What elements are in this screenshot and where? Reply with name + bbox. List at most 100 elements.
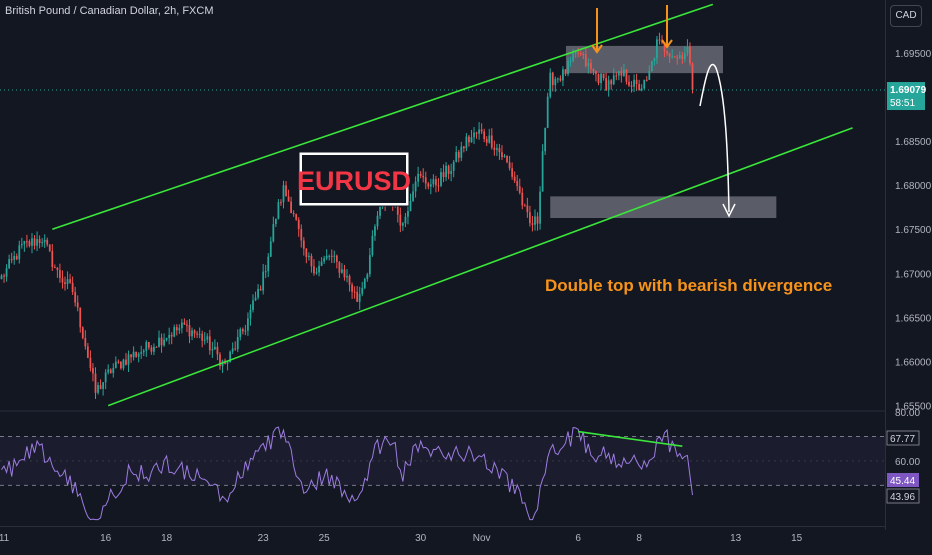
candle-body bbox=[650, 61, 653, 72]
candle-body bbox=[13, 256, 16, 260]
candle-body bbox=[254, 297, 257, 301]
candle-body bbox=[53, 267, 56, 269]
candle-body bbox=[584, 54, 587, 67]
candle-body bbox=[368, 255, 371, 275]
candle-body bbox=[549, 72, 552, 97]
projection-arrow bbox=[699, 63, 730, 213]
x-tick-label: 18 bbox=[161, 533, 173, 544]
candle-body bbox=[671, 56, 674, 58]
candle-body bbox=[691, 63, 694, 91]
candle-body bbox=[239, 329, 242, 337]
candle-body bbox=[267, 256, 270, 272]
candle-body bbox=[556, 78, 559, 80]
candle-body bbox=[592, 69, 595, 71]
candle-body bbox=[404, 216, 407, 224]
annotations: EURUSD Double top with bearish divergence bbox=[297, 5, 832, 295]
candle-body bbox=[419, 173, 422, 176]
candle-body bbox=[529, 212, 531, 224]
candle-body bbox=[582, 54, 585, 56]
candle-body bbox=[170, 334, 173, 337]
candle-body bbox=[214, 346, 216, 350]
candle-body bbox=[269, 241, 272, 257]
candle-body bbox=[147, 342, 150, 348]
currency-button[interactable]: CAD bbox=[890, 5, 922, 27]
candle-body bbox=[447, 165, 450, 174]
x-tick-label: 15 bbox=[791, 533, 803, 544]
x-tick-label: 6 bbox=[575, 533, 581, 544]
candle-body bbox=[361, 287, 364, 294]
candle-body bbox=[480, 129, 483, 132]
candle-body bbox=[595, 70, 597, 75]
candle-body bbox=[488, 135, 491, 143]
candle-body bbox=[104, 372, 107, 383]
candle-body bbox=[562, 69, 564, 81]
candle-body bbox=[376, 215, 379, 227]
channel-upper-line bbox=[52, 3, 714, 231]
candle-body bbox=[440, 172, 442, 186]
candle-body bbox=[338, 261, 341, 273]
candle-body bbox=[302, 240, 305, 249]
rsi-band-fill bbox=[0, 436, 885, 486]
candle-body bbox=[363, 279, 366, 288]
projection-arrow-head bbox=[722, 203, 736, 218]
candle-body bbox=[493, 147, 496, 150]
candle-body bbox=[92, 368, 94, 374]
candle-body bbox=[541, 151, 544, 192]
candle-body bbox=[399, 214, 402, 226]
candle-body bbox=[99, 385, 102, 389]
x-tick-label: 11 bbox=[0, 533, 10, 544]
rsi-tick-label: 60.00 bbox=[895, 457, 920, 468]
candle-body bbox=[15, 256, 18, 260]
y-tick-label: 1.68500 bbox=[895, 137, 932, 148]
candle-body bbox=[315, 272, 318, 274]
candle-body bbox=[666, 51, 668, 54]
candle-body bbox=[226, 362, 229, 364]
candle-body bbox=[158, 337, 160, 347]
candle-body bbox=[310, 255, 313, 267]
candle-body bbox=[427, 183, 430, 187]
candle-body bbox=[567, 61, 569, 75]
candle-body bbox=[490, 135, 493, 148]
candle-body bbox=[236, 336, 239, 350]
target-zone bbox=[550, 196, 777, 219]
candle-body bbox=[589, 63, 592, 70]
candle-body bbox=[180, 322, 183, 329]
candle-body bbox=[216, 346, 219, 355]
candle-body bbox=[211, 349, 214, 351]
candle-body bbox=[74, 292, 77, 303]
candle-body bbox=[452, 161, 455, 172]
candle-body bbox=[653, 58, 656, 62]
candle-body bbox=[8, 259, 11, 269]
candle-body bbox=[516, 180, 519, 187]
candle-body bbox=[102, 382, 105, 389]
candle-body bbox=[559, 78, 562, 81]
candle-body bbox=[132, 351, 135, 358]
candle-body bbox=[120, 361, 122, 369]
candle-body bbox=[475, 132, 478, 134]
candle-body bbox=[188, 325, 191, 337]
candle-body bbox=[683, 53, 686, 60]
rsi-tick-label: 80.00 bbox=[895, 408, 920, 419]
candle-body bbox=[485, 139, 488, 143]
candle-body bbox=[231, 348, 234, 352]
candle-body bbox=[407, 211, 409, 217]
candle-body bbox=[23, 241, 26, 244]
candle-body bbox=[229, 351, 232, 363]
rsi-current-label: 67.77 bbox=[890, 434, 915, 445]
candle-body bbox=[607, 80, 610, 91]
candle-body bbox=[341, 269, 343, 273]
candle-body bbox=[602, 73, 605, 79]
candle-body bbox=[247, 318, 249, 331]
candle-body bbox=[498, 148, 501, 153]
candle-body bbox=[597, 74, 600, 83]
candle-body bbox=[356, 291, 359, 302]
candle-body bbox=[473, 132, 475, 138]
candle-body bbox=[282, 185, 285, 203]
candle-body bbox=[371, 235, 374, 256]
candle-body bbox=[33, 238, 36, 246]
candle-body bbox=[513, 176, 516, 181]
candle-body bbox=[465, 136, 468, 149]
candle-body bbox=[544, 127, 547, 152]
